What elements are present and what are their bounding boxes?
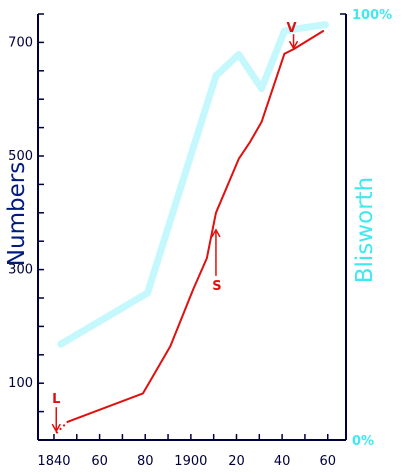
x-tick-label: 20 <box>228 454 245 469</box>
x-tick-label: 1900 <box>174 454 207 469</box>
annotation-label-S: S <box>212 279 221 294</box>
annotation-arrowhead <box>211 228 221 238</box>
annotation-arrowhead <box>51 423 61 433</box>
annotation-label-V: V <box>286 21 296 36</box>
y-tick-label: 100 <box>8 376 33 391</box>
x-tick-label: 1840 <box>37 454 70 469</box>
y-axis-label-left: Numbers <box>4 162 30 266</box>
y-right-tick-label: 0% <box>352 434 374 449</box>
annotation-arrowhead <box>288 40 299 50</box>
x-tick-label: 60 <box>319 454 336 469</box>
annotation-label-L: L <box>52 392 60 407</box>
x-tick-label: 40 <box>274 454 291 469</box>
y-tick-label: 500 <box>8 149 33 164</box>
y-axis-label-right: Blisworth <box>352 177 378 283</box>
annotation-layer: L S V <box>51 21 299 433</box>
series-line-numbers <box>66 30 325 423</box>
x-tick-label: 60 <box>91 454 108 469</box>
y-tick-label: 700 <box>8 35 33 50</box>
y-tick-label: 300 <box>8 263 33 278</box>
axes: 100 300 500 700 0% 100% 1840 60 80 1900 20 40 60 <box>8 8 392 469</box>
y-right-tick-label: 100% <box>352 8 392 23</box>
series-layer <box>55 21 329 434</box>
x-tick-label: 80 <box>137 454 154 469</box>
series-line-blisworth <box>57 21 329 348</box>
